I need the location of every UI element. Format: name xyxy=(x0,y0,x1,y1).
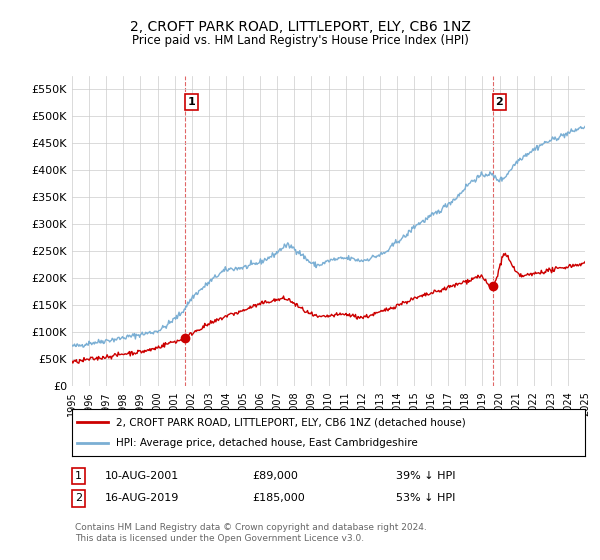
Text: HPI: Average price, detached house, East Cambridgeshire: HPI: Average price, detached house, East… xyxy=(116,438,418,448)
Text: 1: 1 xyxy=(188,97,196,107)
Text: £89,000: £89,000 xyxy=(252,471,298,481)
Text: 2, CROFT PARK ROAD, LITTLEPORT, ELY, CB6 1NZ: 2, CROFT PARK ROAD, LITTLEPORT, ELY, CB6… xyxy=(130,20,470,34)
Text: 2: 2 xyxy=(75,493,82,503)
Text: 10-AUG-2001: 10-AUG-2001 xyxy=(105,471,179,481)
Text: 53% ↓ HPI: 53% ↓ HPI xyxy=(396,493,455,503)
Text: 39% ↓ HPI: 39% ↓ HPI xyxy=(396,471,455,481)
Text: 2: 2 xyxy=(496,97,503,107)
Text: Price paid vs. HM Land Registry's House Price Index (HPI): Price paid vs. HM Land Registry's House … xyxy=(131,34,469,46)
Text: 1: 1 xyxy=(75,471,82,481)
Text: 2, CROFT PARK ROAD, LITTLEPORT, ELY, CB6 1NZ (detached house): 2, CROFT PARK ROAD, LITTLEPORT, ELY, CB6… xyxy=(116,417,466,427)
Text: Contains HM Land Registry data © Crown copyright and database right 2024.
This d: Contains HM Land Registry data © Crown c… xyxy=(75,524,427,543)
Text: £185,000: £185,000 xyxy=(252,493,305,503)
Text: 16-AUG-2019: 16-AUG-2019 xyxy=(105,493,179,503)
